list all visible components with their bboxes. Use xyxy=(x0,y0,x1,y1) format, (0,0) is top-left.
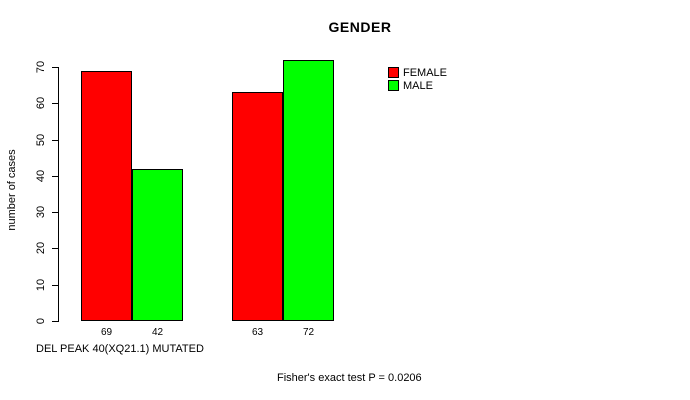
fisher-test-annotation: Fisher's exact test P = 0.0206 xyxy=(277,372,422,384)
bar-female-group2 xyxy=(232,92,283,321)
y-tick-label: 50 xyxy=(35,133,47,147)
legend-swatch-female xyxy=(388,67,399,78)
y-tick xyxy=(52,285,59,286)
bar-male-group1 xyxy=(132,169,183,321)
legend-swatch-male xyxy=(388,80,399,91)
y-tick xyxy=(52,67,59,68)
bar-value-label: 42 xyxy=(151,327,164,338)
y-tick-label: 20 xyxy=(35,241,47,255)
y-tick-label: 30 xyxy=(35,205,47,219)
legend-label-female: FEMALE xyxy=(403,66,448,79)
y-tick-label: 60 xyxy=(35,96,47,110)
bar-male-group2 xyxy=(283,60,334,321)
y-tick xyxy=(52,103,59,104)
y-tick-label: 40 xyxy=(35,169,47,183)
y-tick xyxy=(52,248,59,249)
bar-value-label: 69 xyxy=(100,327,113,338)
y-tick xyxy=(52,176,59,177)
y-tick-label: 10 xyxy=(35,278,47,292)
bar-female-group1 xyxy=(81,71,132,321)
legend-row-female: FEMALE xyxy=(388,66,447,79)
y-axis-label: number of cases xyxy=(6,149,18,231)
bar-value-label: 63 xyxy=(251,327,264,338)
y-tick-label: 70 xyxy=(35,60,47,74)
y-tick-label: 0 xyxy=(35,317,47,325)
legend-row-male: MALE xyxy=(388,79,447,92)
chart-title: GENDER xyxy=(328,19,392,35)
y-axis-line xyxy=(58,67,59,322)
legend: FEMALE MALE xyxy=(388,66,447,92)
x-annotation: DEL PEAK 40(XQ21.1) MUTATED xyxy=(36,343,204,355)
legend-label-male: MALE xyxy=(403,79,433,92)
y-tick xyxy=(52,140,59,141)
bar-value-label: 72 xyxy=(302,327,315,338)
y-tick xyxy=(52,212,59,213)
y-tick xyxy=(52,321,59,322)
